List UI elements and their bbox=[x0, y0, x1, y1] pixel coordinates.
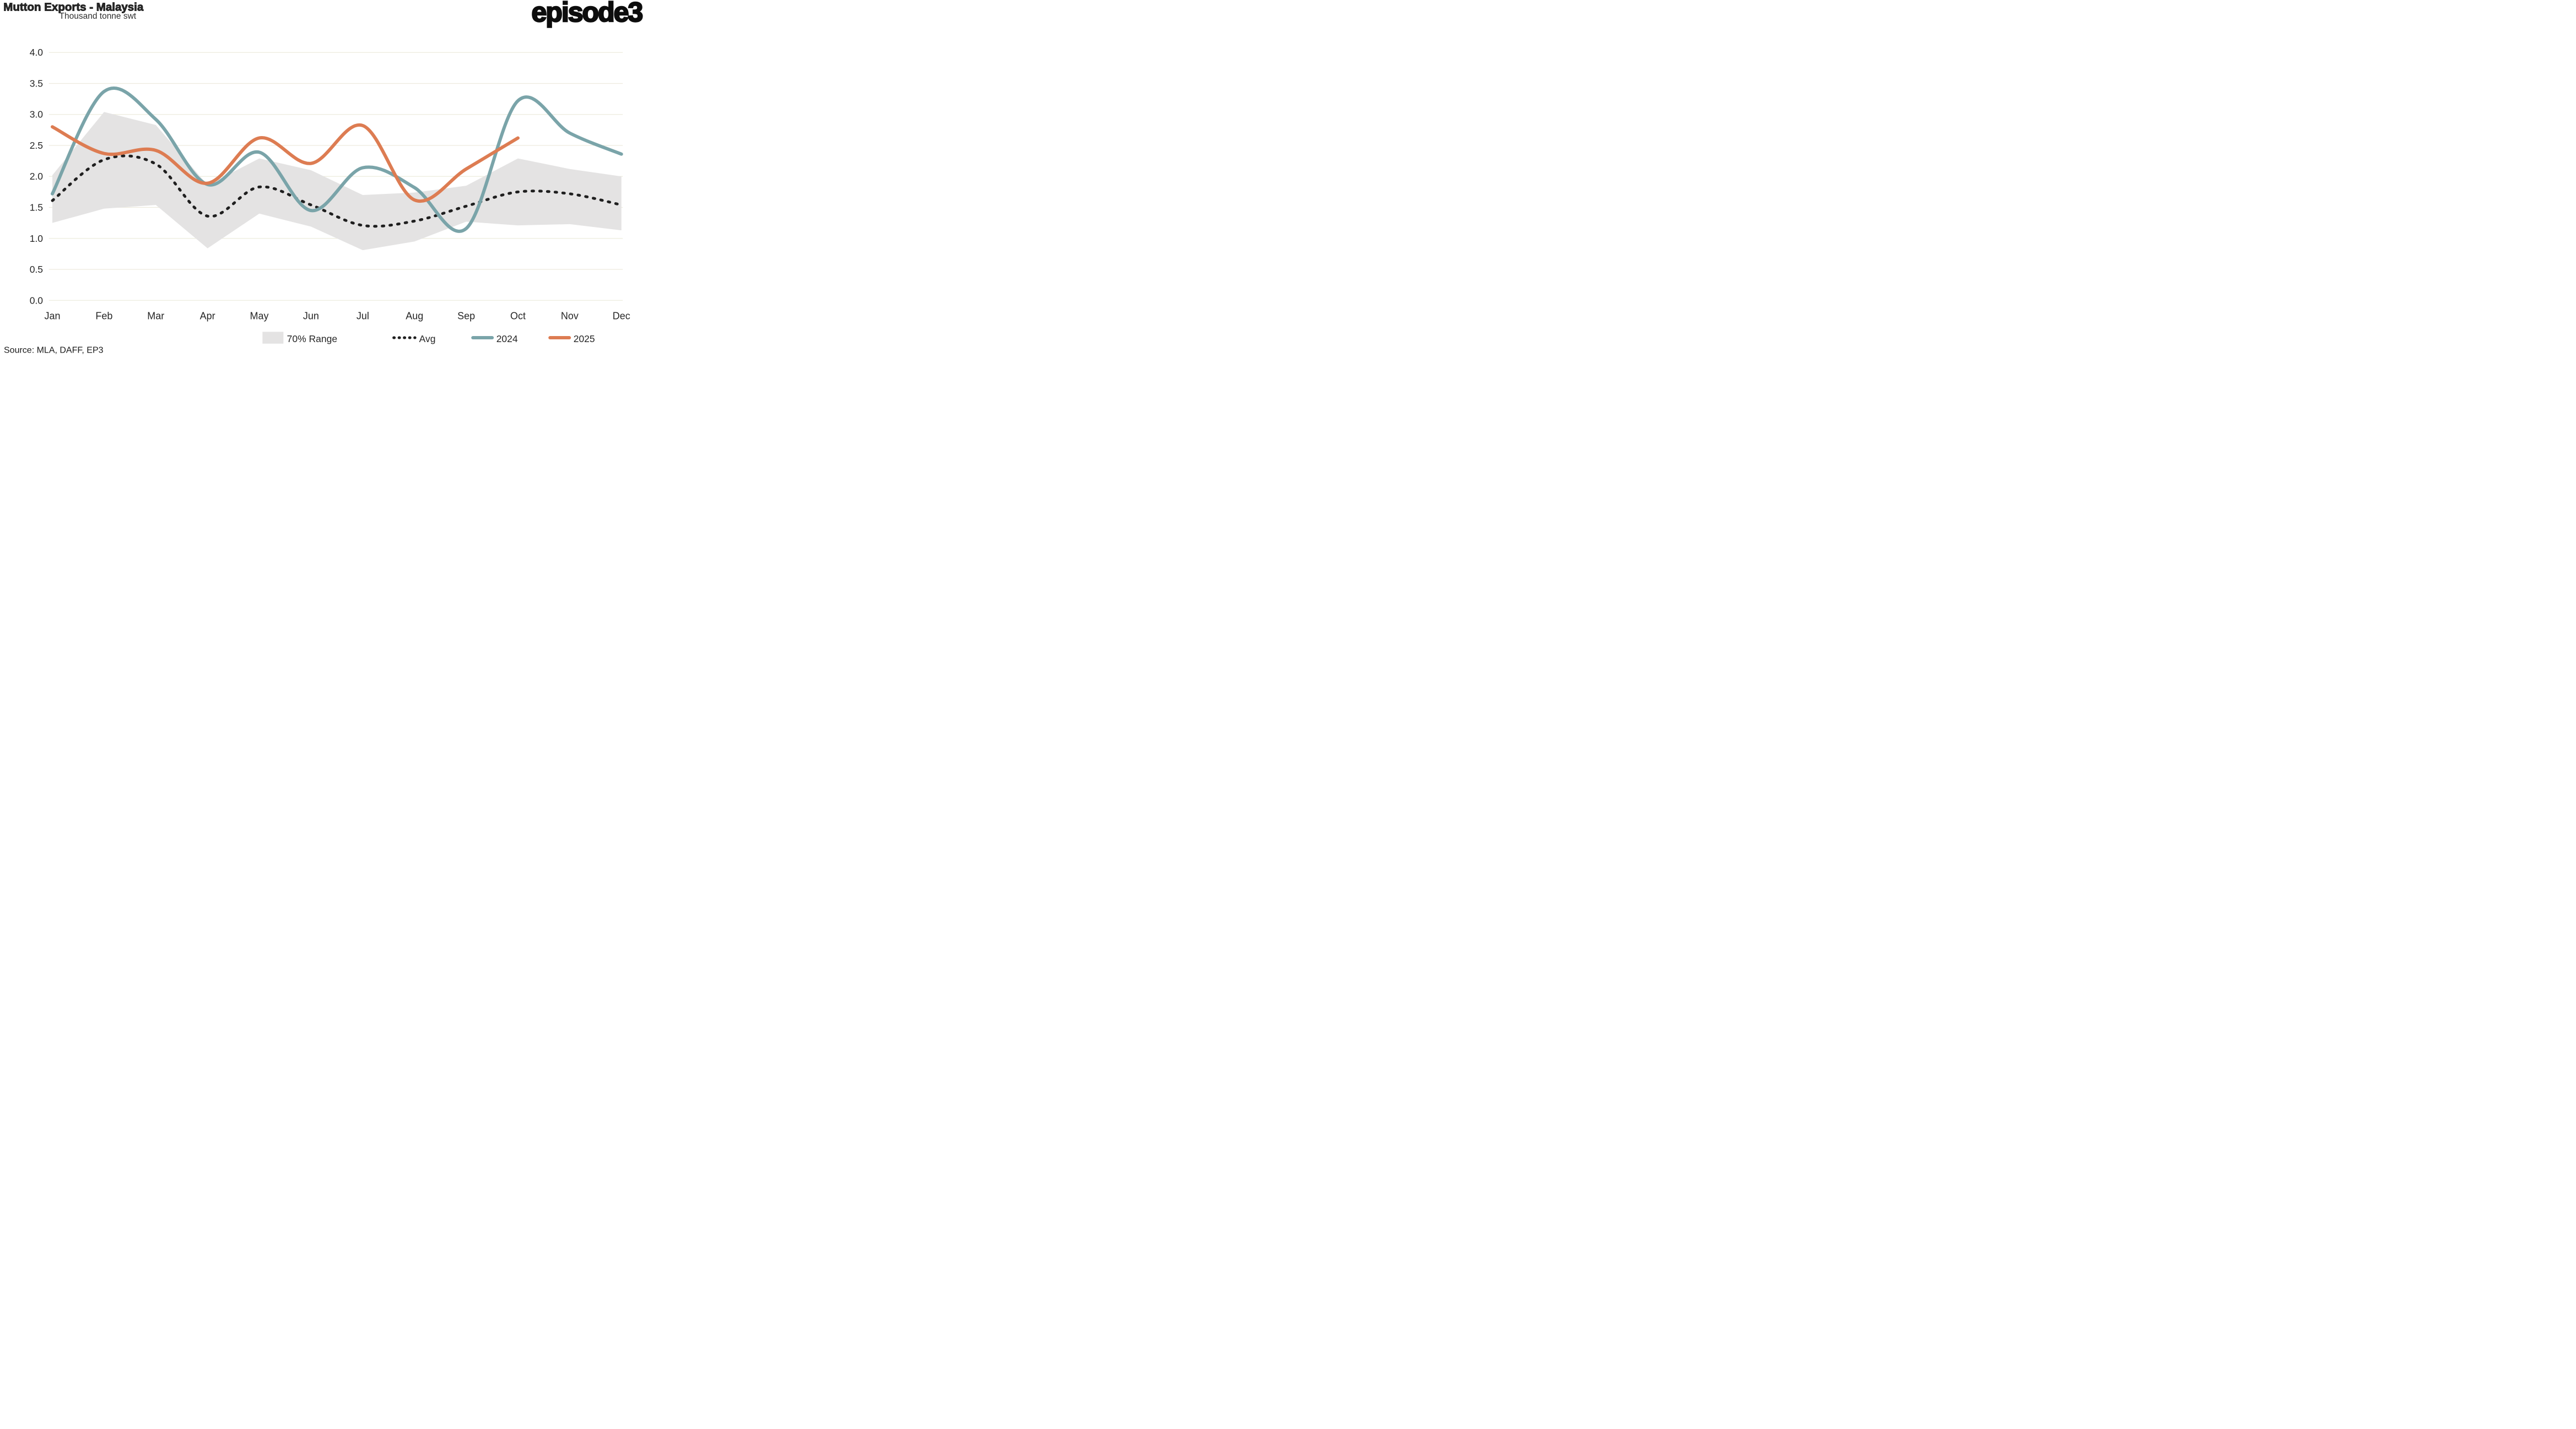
legend-label-2025: 2025 bbox=[574, 333, 595, 344]
legend-label-2024: 2024 bbox=[496, 333, 518, 344]
source-note: Source: MLA, DAFF, EP3 bbox=[4, 345, 104, 355]
x-axis-month-label: Nov bbox=[561, 310, 579, 321]
y-axis-tick-label: 0.5 bbox=[30, 264, 43, 275]
x-axis-month-label: Aug bbox=[406, 310, 423, 321]
legend-label-range: 70% Range bbox=[287, 333, 337, 344]
mutton-exports-chart: Mutton Exports - Malaysia Thousand tonne… bbox=[0, 0, 644, 358]
y-axis-tick-label: 2.5 bbox=[30, 140, 43, 151]
range-band bbox=[52, 112, 622, 251]
y-axis-tick-label: 3.0 bbox=[30, 109, 44, 120]
x-axis-month-label: Jan bbox=[45, 310, 61, 321]
y-axis-tick-label: 1.5 bbox=[30, 202, 43, 213]
y-axis-tick-label: 2.0 bbox=[30, 171, 44, 182]
y-axis-tick-label: 4.0 bbox=[30, 47, 44, 58]
legend-swatch-range bbox=[262, 332, 284, 344]
chart-unit-subtitle: Thousand tonne swt bbox=[60, 12, 137, 21]
page-title: Mutton Exports - Malaysia bbox=[3, 1, 144, 14]
x-axis-month-label: Feb bbox=[95, 310, 112, 321]
x-axis-month-label: Jul bbox=[357, 310, 369, 321]
x-axis-month-label: Apr bbox=[200, 310, 215, 321]
episode3-logo: episode3 bbox=[531, 0, 642, 28]
x-axis-month-label: Jun bbox=[303, 310, 319, 321]
seventy-pct-range-band bbox=[52, 112, 622, 251]
series-lines bbox=[51, 86, 623, 233]
x-axis-month-label: Dec bbox=[613, 310, 630, 321]
series-2024-line bbox=[51, 86, 623, 233]
axis-labels: 0.0 0.5 1.0 1.5 2.0 2.5 3.0 3.5 4.0 Jan Feb Mar Apr M… bbox=[30, 47, 630, 321]
chart-page: Mutton Exports - Malaysia Thousand tonne… bbox=[0, 0, 644, 358]
x-axis-month-label: Mar bbox=[147, 310, 164, 321]
x-axis-month-label: May bbox=[250, 310, 269, 321]
x-axis-month-label: Sep bbox=[457, 310, 475, 321]
y-axis-tick-label: 3.5 bbox=[30, 78, 43, 89]
legend-label-avg: Avg bbox=[419, 333, 436, 344]
y-axis-tick-label: 0.0 bbox=[30, 295, 44, 306]
x-axis-month-label: Oct bbox=[510, 310, 526, 321]
legend: 70% Range Avg 2024 2025 bbox=[262, 332, 595, 344]
series-2025-line bbox=[51, 123, 520, 203]
avg-dotted-line bbox=[51, 154, 623, 228]
y-axis-tick-label: 1.0 bbox=[30, 233, 44, 244]
